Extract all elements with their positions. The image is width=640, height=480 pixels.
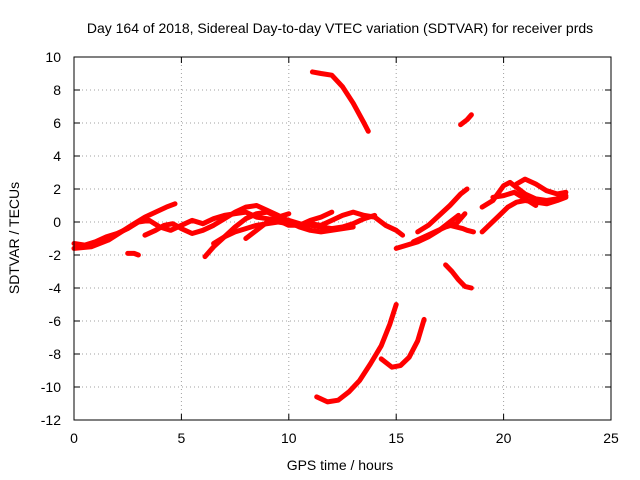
series-line-arc-5 [202, 209, 378, 260]
series-line-arc-18 [479, 179, 569, 210]
plot-series [71, 69, 569, 405]
y-tick-label: -12 [41, 412, 61, 428]
chart-title: Day 164 of 2018, Sidereal Day-to-day VTE… [87, 20, 593, 36]
ticks [73, 56, 612, 421]
y-tick-label: -4 [49, 280, 62, 296]
tick-labels: 0 5 10 15 20 25 -12 -10 -8 -6 -4 -2 0 2 4 6 8 10 [41, 49, 619, 446]
series-line-arc-6 [211, 209, 335, 246]
plot-frame [73, 56, 612, 421]
grid [74, 57, 611, 420]
x-tick-label: 10 [281, 430, 297, 446]
x-tick-label: 20 [496, 430, 512, 446]
series-line-arc-10 [378, 316, 427, 370]
x-axis-label: GPS time / hours [287, 457, 394, 473]
y-tick-label: -8 [49, 346, 62, 362]
y-tick-label: -2 [49, 247, 62, 263]
y-tick-label: 2 [53, 181, 61, 197]
series-line-arc-7 [243, 211, 292, 241]
series-line-arc-16 [458, 112, 474, 128]
x-tick-label: 25 [603, 430, 619, 446]
series-line-arc-19 [514, 176, 569, 197]
series-line-arc-12 [415, 186, 470, 235]
series-line-arc-9 [314, 302, 399, 405]
series-line-arc-14 [447, 222, 476, 235]
series-line-arc-4 [142, 203, 356, 238]
y-tick-label: 0 [53, 214, 61, 230]
x-tick-label: 5 [178, 430, 186, 446]
y-tick-label: 6 [53, 115, 61, 131]
y-tick-label: 8 [53, 82, 61, 98]
y-tick-label: -10 [41, 379, 61, 395]
series-line-arc-3 [125, 250, 141, 258]
y-tick-label: -6 [49, 313, 62, 329]
x-tick-label: 0 [70, 430, 78, 446]
series-line-arc-20 [490, 189, 539, 208]
y-tick-label: 4 [53, 148, 61, 164]
y-axis-label: SDTVAR / TECUs [6, 182, 22, 294]
y-tick-label: 10 [45, 49, 61, 65]
x-tick-label: 15 [388, 430, 404, 446]
series-line-arc-15 [443, 262, 474, 291]
series-line-arc-13 [410, 211, 468, 245]
series-line-arc-2 [71, 201, 178, 251]
series-line-arc-8 [309, 69, 371, 134]
